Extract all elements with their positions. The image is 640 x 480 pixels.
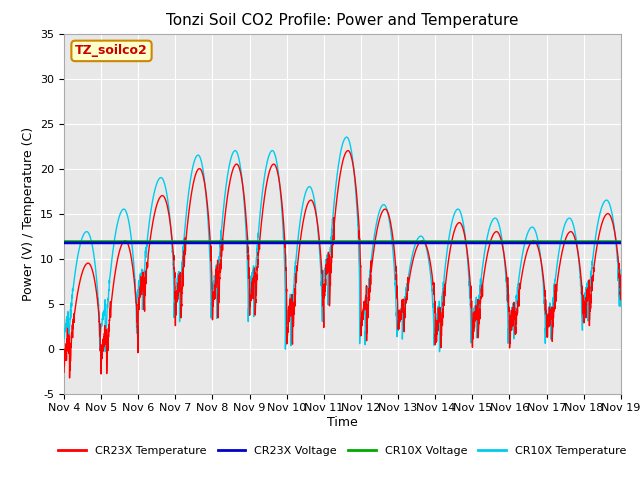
X-axis label: Time: Time: [327, 416, 358, 429]
Legend: CR23X Temperature, CR23X Voltage, CR10X Voltage, CR10X Temperature: CR23X Temperature, CR23X Voltage, CR10X …: [54, 441, 631, 460]
Y-axis label: Power (V) / Temperature (C): Power (V) / Temperature (C): [22, 127, 35, 300]
Title: Tonzi Soil CO2 Profile: Power and Temperature: Tonzi Soil CO2 Profile: Power and Temper…: [166, 13, 518, 28]
Text: TZ_soilco2: TZ_soilco2: [75, 44, 148, 58]
